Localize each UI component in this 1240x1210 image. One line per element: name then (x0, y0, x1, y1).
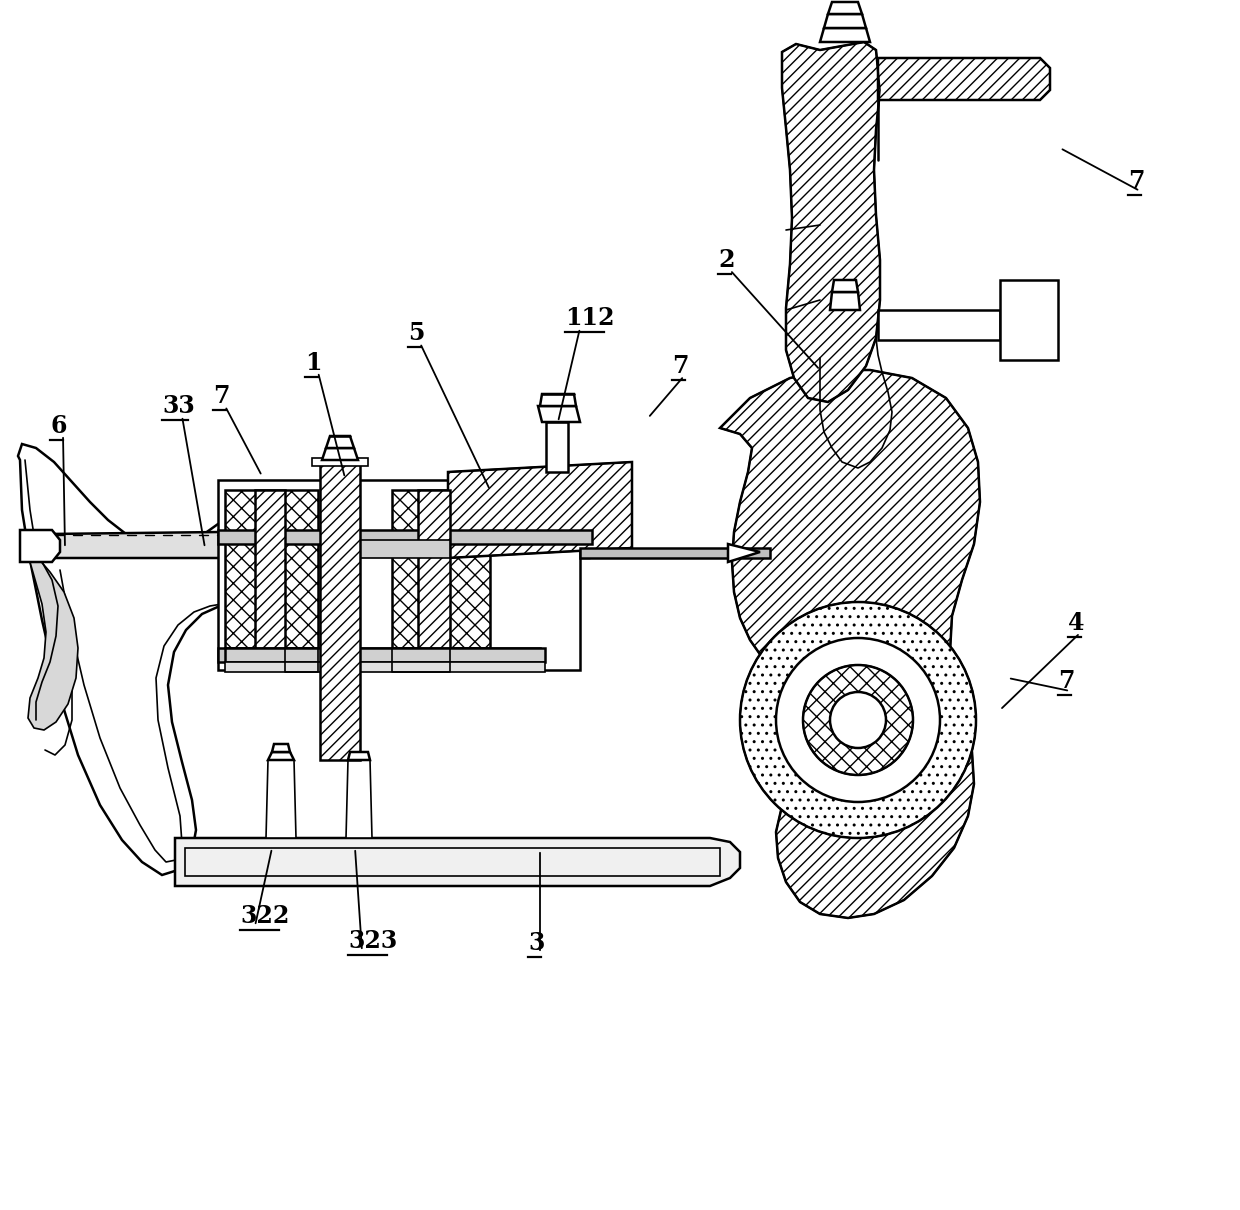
Polygon shape (448, 462, 632, 558)
Polygon shape (580, 548, 770, 558)
Text: 323: 323 (348, 929, 397, 953)
Polygon shape (224, 662, 546, 672)
Polygon shape (720, 370, 980, 918)
Polygon shape (29, 558, 78, 730)
Polygon shape (348, 751, 370, 760)
Polygon shape (218, 649, 539, 662)
Text: 7: 7 (1058, 669, 1075, 693)
Text: 4: 4 (1068, 611, 1085, 635)
Polygon shape (268, 751, 294, 760)
Polygon shape (224, 649, 546, 662)
Polygon shape (175, 839, 740, 886)
Polygon shape (255, 490, 285, 649)
Polygon shape (392, 490, 490, 649)
Text: 6: 6 (50, 414, 67, 438)
Polygon shape (878, 58, 1050, 100)
Text: 112: 112 (565, 306, 615, 330)
Text: 7: 7 (213, 384, 229, 408)
Polygon shape (832, 280, 858, 292)
Polygon shape (312, 459, 368, 466)
Text: 5: 5 (408, 321, 424, 345)
Polygon shape (320, 460, 360, 760)
Circle shape (804, 666, 913, 774)
Polygon shape (218, 530, 591, 544)
Polygon shape (546, 422, 568, 472)
Polygon shape (539, 394, 577, 407)
Polygon shape (272, 744, 290, 751)
Polygon shape (358, 540, 450, 558)
Polygon shape (418, 490, 450, 649)
Text: 7: 7 (1128, 169, 1145, 194)
Polygon shape (40, 532, 608, 558)
Polygon shape (326, 436, 353, 448)
Text: 7: 7 (672, 355, 688, 378)
Polygon shape (782, 42, 880, 402)
Polygon shape (878, 310, 999, 340)
Polygon shape (828, 2, 862, 15)
Polygon shape (20, 530, 60, 561)
Circle shape (830, 692, 887, 748)
Polygon shape (322, 448, 358, 460)
Circle shape (776, 638, 940, 802)
Polygon shape (218, 480, 580, 670)
Polygon shape (999, 280, 1058, 361)
Text: 1: 1 (305, 351, 321, 375)
Polygon shape (224, 490, 317, 649)
Polygon shape (538, 407, 580, 422)
Text: 3: 3 (528, 930, 544, 955)
Polygon shape (830, 292, 861, 310)
Polygon shape (728, 544, 760, 561)
Polygon shape (346, 760, 372, 839)
Circle shape (740, 603, 976, 839)
Text: 33: 33 (162, 394, 195, 417)
Polygon shape (825, 15, 866, 28)
Polygon shape (820, 28, 870, 42)
Text: 322: 322 (241, 904, 289, 928)
Polygon shape (19, 444, 346, 875)
Text: 2: 2 (718, 248, 734, 272)
Polygon shape (267, 760, 296, 839)
